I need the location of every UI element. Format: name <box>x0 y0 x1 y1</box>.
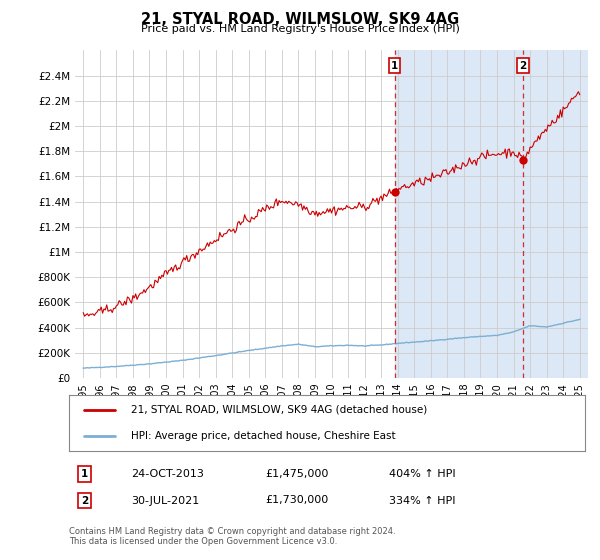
Text: 2: 2 <box>81 496 88 506</box>
Text: £1,475,000: £1,475,000 <box>265 469 328 479</box>
Text: HPI: Average price, detached house, Cheshire East: HPI: Average price, detached house, Ches… <box>131 431 395 441</box>
Text: 334% ↑ HPI: 334% ↑ HPI <box>389 496 455 506</box>
Text: Price paid vs. HM Land Registry's House Price Index (HPI): Price paid vs. HM Land Registry's House … <box>140 24 460 34</box>
Text: 21, STYAL ROAD, WILMSLOW, SK9 4AG (detached house): 21, STYAL ROAD, WILMSLOW, SK9 4AG (detac… <box>131 405 427 415</box>
Text: 404% ↑ HPI: 404% ↑ HPI <box>389 469 455 479</box>
Text: Contains HM Land Registry data © Crown copyright and database right 2024.
This d: Contains HM Land Registry data © Crown c… <box>69 527 395 547</box>
Text: 1: 1 <box>391 60 398 71</box>
Text: 24-OCT-2013: 24-OCT-2013 <box>131 469 204 479</box>
Bar <box>395 50 588 378</box>
Text: 30-JUL-2021: 30-JUL-2021 <box>131 496 199 506</box>
Text: 21, STYAL ROAD, WILMSLOW, SK9 4AG: 21, STYAL ROAD, WILMSLOW, SK9 4AG <box>141 12 459 27</box>
Text: £1,730,000: £1,730,000 <box>265 496 328 506</box>
Text: 2: 2 <box>520 60 527 71</box>
Text: 1: 1 <box>81 469 88 479</box>
